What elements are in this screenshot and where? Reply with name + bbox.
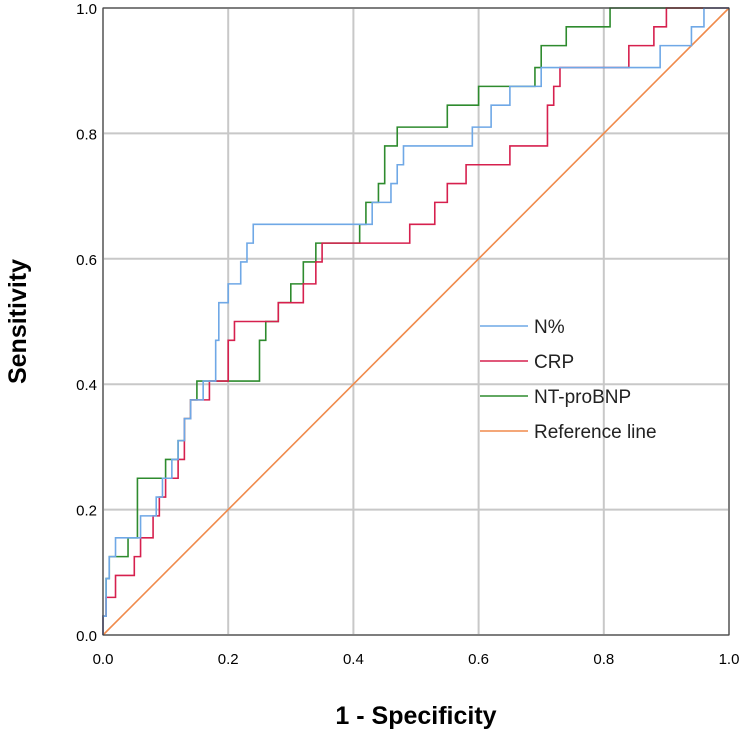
series-line-n- (102, 7, 729, 635)
x-tick-label: 1.0 (719, 651, 740, 668)
series-line-reference-line (102, 7, 730, 636)
y-tick-label: 0.4 (76, 377, 97, 394)
x-axis-title: 1 - Specificity (335, 702, 496, 730)
x-tick-label: 0.2 (218, 651, 239, 668)
y-tick-label: 0.2 (76, 503, 97, 520)
series-line-crp (102, 7, 729, 635)
legend-label: Reference line (534, 422, 657, 443)
y-tick-labels: 0.0 0.2 0.4 0.6 0.8 1.0 (76, 1, 97, 645)
y-tick-label: 0.6 (76, 252, 97, 269)
series-line-nt-probnp (102, 7, 729, 635)
plot-frame (102, 7, 730, 636)
x-tick-label: 0.8 (593, 651, 614, 668)
y-axis-title: Sensitivity (4, 259, 32, 384)
y-tick-label: 0.0 (76, 628, 97, 645)
y-tick-label: 0.8 (76, 126, 97, 143)
x-tick-label: 0.4 (343, 651, 364, 668)
x-tick-label: 0.0 (93, 651, 114, 668)
legend: N% CRP NT-proBNP Reference line (480, 317, 657, 443)
legend-label: N% (534, 317, 565, 338)
x-tick-label: 0.6 (468, 651, 489, 668)
series-lines (102, 7, 730, 636)
legend-label: NT-proBNP (534, 387, 631, 408)
y-tick-label: 1.0 (76, 1, 97, 18)
x-tick-labels: 0.0 0.2 0.4 0.6 0.8 1.0 (93, 651, 740, 668)
legend-label: CRP (534, 352, 574, 373)
